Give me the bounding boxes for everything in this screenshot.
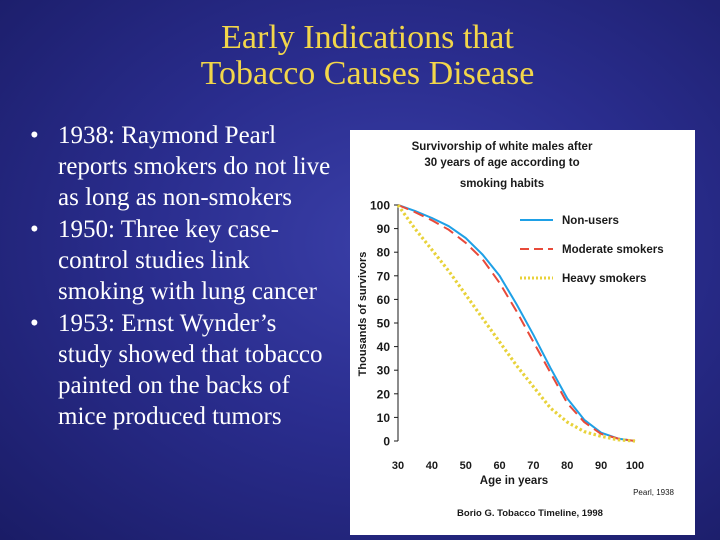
- y-tick-label: 0: [383, 435, 390, 449]
- y-tick-label: 10: [377, 411, 391, 425]
- bullet-item: • 1953: Ernst Wynder’s study showed that…: [30, 308, 370, 432]
- bullet-line: 1953: Ernst Wynder’s: [58, 310, 277, 337]
- chart-title-line: smoking habits: [460, 178, 544, 190]
- y-tick-label: 100: [370, 199, 390, 213]
- slide-title: Early Indications that Tobacco Causes Di…: [0, 20, 720, 92]
- x-tick-label: 50: [460, 460, 472, 472]
- legend-label: Moderate smokers: [562, 244, 664, 256]
- bullet-line: 1938: Raymond Pearl: [58, 122, 277, 149]
- x-tick-label: 70: [527, 460, 539, 472]
- bullet-line: as long as non-smokers: [58, 184, 292, 211]
- chart-svg: Survivorship of white males after 30 yea…: [357, 141, 675, 519]
- bullet-line: study showed that tobacco: [58, 341, 323, 368]
- legend-label: Non-users: [562, 215, 619, 227]
- legend-label: Heavy smokers: [562, 273, 646, 285]
- y-axis-label: Thousands of survivors: [357, 252, 369, 377]
- bullet-line: mice produced tumors: [58, 403, 282, 430]
- y-tick-label: 70: [377, 269, 391, 283]
- y-tick-label: 20: [377, 387, 391, 401]
- x-tick-label: 60: [493, 460, 505, 472]
- x-tick-label: 100: [626, 460, 644, 472]
- bullet-list: • 1938: Raymond Pearl reports smokers do…: [30, 120, 370, 433]
- bullet-item: • 1950: Three key case- control studies …: [30, 214, 370, 307]
- y-tick-label: 50: [377, 317, 391, 331]
- bullet-dot-icon: •: [30, 310, 39, 337]
- y-tick-label: 30: [377, 364, 391, 378]
- series-line: [396, 204, 636, 443]
- y-tick-label: 90: [377, 222, 391, 236]
- series-line: [397, 204, 636, 442]
- y-tick-label: 40: [377, 340, 391, 354]
- bullet-dot-icon: •: [30, 122, 39, 149]
- bullet-line: control studies link: [58, 247, 250, 274]
- chart-title-line: 30 years of age according to: [424, 157, 579, 169]
- bullet-line: 1950: Three key case-: [58, 216, 279, 243]
- slide-title-line: Early Indications that: [221, 19, 514, 56]
- x-tick-label: 80: [561, 460, 573, 472]
- x-axis-label: Age in years: [480, 475, 548, 487]
- x-tick-label: 90: [595, 460, 607, 472]
- chart-footer: Borio G. Tobacco Timeline, 1998: [457, 508, 603, 519]
- chart-title-line: Survivorship of white males after: [412, 141, 593, 153]
- x-tick-label: 40: [426, 460, 438, 472]
- bullet-line: painted on the backs of: [58, 372, 290, 399]
- y-tick-label: 80: [377, 246, 391, 260]
- y-tick-label: 60: [377, 293, 391, 307]
- series-line: [397, 204, 636, 442]
- bullet-line: smoking with lung cancer: [58, 278, 317, 305]
- bullet-dot-icon: •: [30, 216, 39, 243]
- bullet-item: • 1938: Raymond Pearl reports smokers do…: [30, 120, 370, 213]
- bullet-line: reports smokers do not live: [58, 153, 331, 180]
- x-tick-label: 30: [392, 460, 404, 472]
- survivorship-chart: Survivorship of white males after 30 yea…: [350, 130, 695, 535]
- source-note: Pearl, 1938: [633, 488, 674, 497]
- slide-title-line: Tobacco Causes Disease: [200, 55, 535, 92]
